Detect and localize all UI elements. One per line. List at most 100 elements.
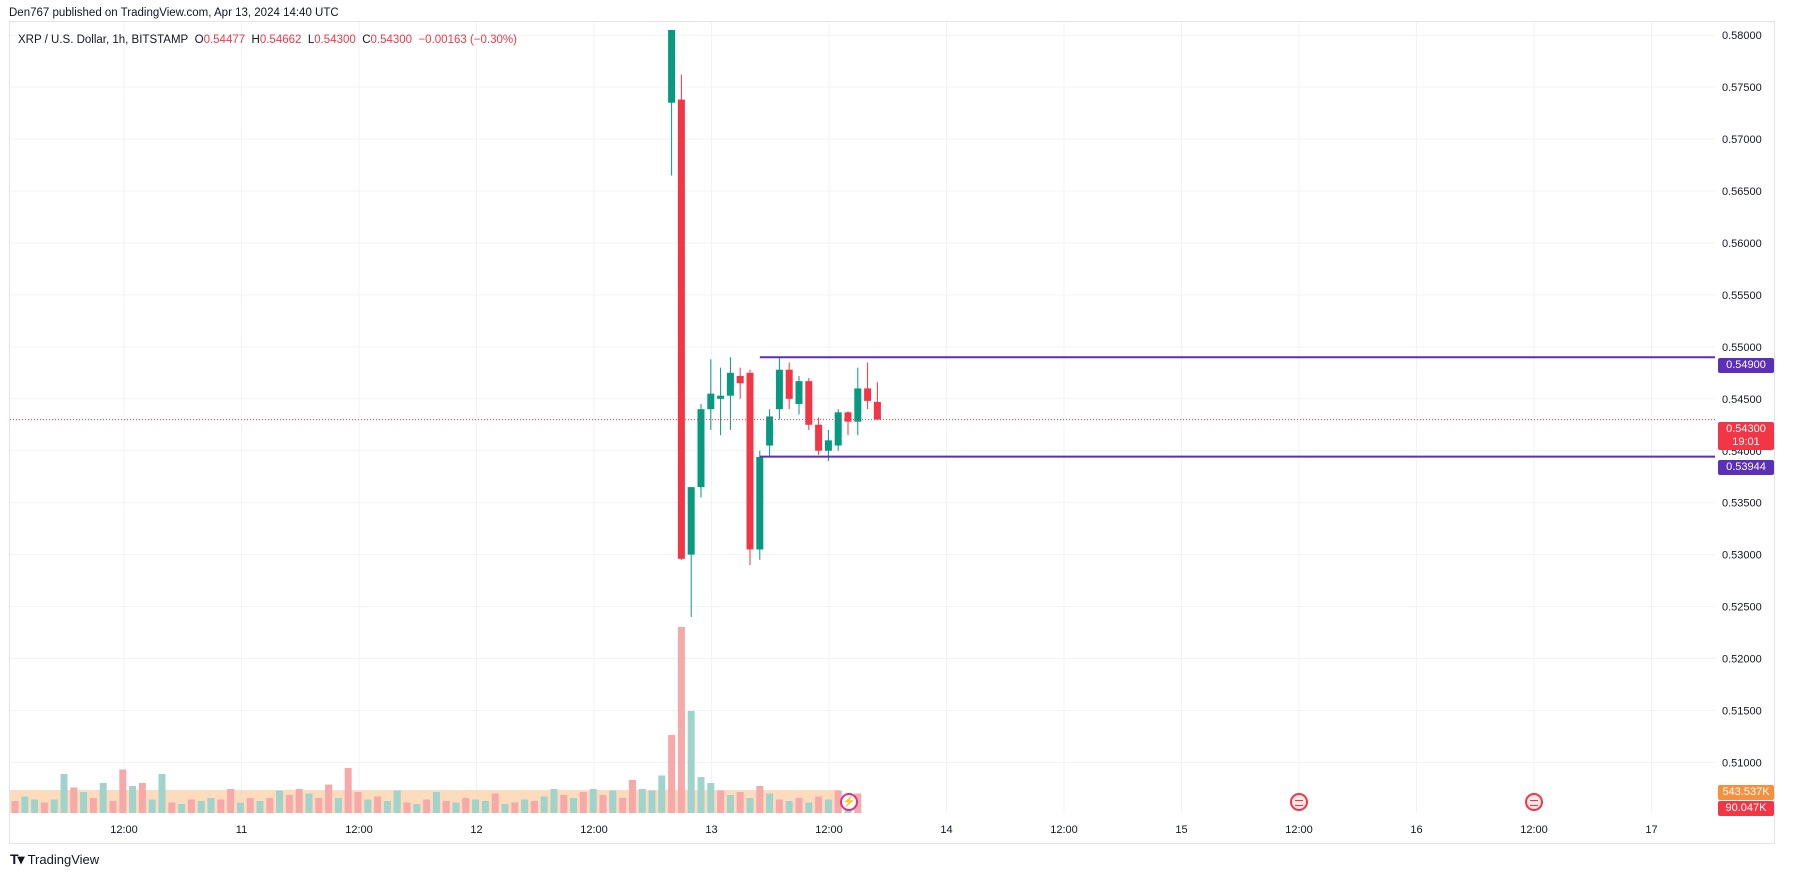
flash-icon[interactable]: ⚡ bbox=[840, 793, 858, 811]
x-tick-label: 12:00 bbox=[815, 824, 843, 836]
volume-bar bbox=[707, 783, 715, 813]
volume-bar bbox=[717, 790, 725, 813]
volume-bar bbox=[383, 801, 391, 813]
volume-bar bbox=[266, 798, 274, 813]
low-value: 0.54300 bbox=[314, 34, 356, 46]
volume-bar bbox=[697, 777, 705, 813]
y-tick-label: 0.55500 bbox=[1722, 290, 1762, 302]
volume-bar bbox=[677, 627, 685, 813]
candle-body bbox=[717, 395, 725, 399]
y-tick-label: 0.53500 bbox=[1722, 498, 1762, 510]
volume-bar bbox=[89, 798, 97, 813]
us-flag-event-icon[interactable] bbox=[1290, 793, 1308, 811]
volume-bar bbox=[334, 798, 342, 813]
volume-bar bbox=[599, 795, 607, 813]
x-tick-label: 15 bbox=[1175, 824, 1187, 836]
volume-bar bbox=[364, 799, 372, 813]
volume-bar bbox=[619, 798, 627, 813]
published-note: Den767 published on TradingView.com, Apr… bbox=[9, 7, 339, 19]
volume-bar bbox=[187, 799, 195, 813]
high-key: H bbox=[251, 34, 260, 46]
volume-bar bbox=[109, 801, 117, 813]
candle-body bbox=[726, 372, 734, 396]
x-tick-label: 17 bbox=[1645, 824, 1657, 836]
candle-body bbox=[873, 401, 881, 420]
x-tick-label: 16 bbox=[1410, 824, 1422, 836]
x-tick-label: 12 bbox=[470, 824, 482, 836]
x-tick-label: 11 bbox=[236, 824, 247, 836]
volume-bar bbox=[589, 789, 597, 813]
volume-bar bbox=[393, 790, 401, 813]
volume-bar bbox=[70, 787, 78, 813]
volume-bar bbox=[403, 802, 411, 813]
volume-bar bbox=[21, 796, 29, 813]
upper-level-tag[interactable]: 0.54900 bbox=[1718, 358, 1774, 373]
volume-bar bbox=[805, 802, 813, 813]
lower-level-tag[interactable]: 0.53944 bbox=[1718, 460, 1774, 475]
volume-bar bbox=[40, 802, 48, 813]
volume-bar bbox=[423, 799, 431, 813]
y-axis: 0.58000 0.57500 0.57000 0.56500 0.56000 0.555… bbox=[1722, 30, 1762, 769]
candles bbox=[668, 30, 881, 617]
volume-bar bbox=[129, 786, 137, 813]
volume-bar bbox=[736, 792, 744, 813]
y-tick-label: 0.57500 bbox=[1722, 82, 1762, 94]
volume-bar bbox=[285, 795, 293, 813]
y-tick-label: 0.57000 bbox=[1722, 134, 1762, 146]
volume-bar bbox=[413, 804, 421, 813]
volume-bar bbox=[80, 792, 88, 813]
volume-bar bbox=[178, 804, 186, 813]
volume-bar bbox=[325, 784, 333, 813]
volume-bar bbox=[785, 801, 793, 813]
volume-bar bbox=[246, 798, 254, 813]
brand-label: TradingView bbox=[27, 852, 100, 867]
y-tick-label: 0.54500 bbox=[1722, 394, 1762, 406]
volume-bar bbox=[11, 801, 19, 813]
candle-body bbox=[668, 30, 676, 103]
volume-bar bbox=[824, 799, 832, 813]
volume-bar bbox=[726, 795, 734, 813]
y-tick-label: 0.51500 bbox=[1722, 705, 1762, 717]
volume-bar bbox=[756, 786, 764, 813]
symbol-label[interactable]: XRP / U.S. Dollar, 1h, BITSTAMP bbox=[18, 34, 189, 46]
candle-body bbox=[756, 456, 764, 550]
close-value: 0.54300 bbox=[370, 34, 413, 46]
volume-bar bbox=[775, 799, 783, 813]
volume-bar bbox=[766, 793, 774, 813]
candle-body bbox=[854, 388, 862, 422]
volume-bar bbox=[50, 799, 58, 813]
chart-grid bbox=[10, 22, 1715, 813]
current-price-tag: 0.54300 bbox=[1718, 422, 1774, 437]
candle-body bbox=[746, 372, 754, 550]
volume-ma-tag: 543.537K bbox=[1718, 785, 1774, 800]
volume-bar bbox=[530, 801, 538, 813]
volume-bar bbox=[481, 801, 489, 813]
tradingview-brand[interactable]: T▾ TradingView bbox=[10, 851, 99, 868]
x-tick-label: 12:00 bbox=[345, 824, 373, 836]
volume-bar bbox=[491, 793, 499, 813]
y-tick-label: 0.51000 bbox=[1722, 757, 1762, 769]
volume-bar bbox=[60, 774, 68, 813]
y-tick-label: 0.53000 bbox=[1722, 550, 1762, 562]
candle-body bbox=[697, 409, 705, 488]
candle-body bbox=[815, 424, 823, 451]
volume-bar bbox=[472, 799, 480, 813]
y-tick-label: 0.56500 bbox=[1722, 186, 1762, 198]
x-tick-label: 12:00 bbox=[1520, 824, 1548, 836]
chart-frame bbox=[9, 21, 1775, 844]
us-flag-event-icon[interactable] bbox=[1525, 793, 1543, 811]
close-key: C bbox=[362, 34, 371, 46]
volume-bar bbox=[432, 792, 440, 813]
candle-body bbox=[736, 375, 744, 384]
y-tick-label: 0.58000 bbox=[1722, 30, 1762, 42]
y-tick-label: 0.56000 bbox=[1722, 238, 1762, 250]
x-tick-label: 12:00 bbox=[1050, 824, 1078, 836]
tradingview-logo-icon: T▾ bbox=[10, 851, 25, 867]
open-key: O bbox=[194, 34, 204, 46]
volume-bar bbox=[815, 796, 823, 813]
x-tick-label: 13 bbox=[705, 824, 717, 836]
volume-bar bbox=[276, 790, 284, 813]
candle-body bbox=[834, 412, 842, 446]
volume-bar bbox=[560, 795, 568, 813]
